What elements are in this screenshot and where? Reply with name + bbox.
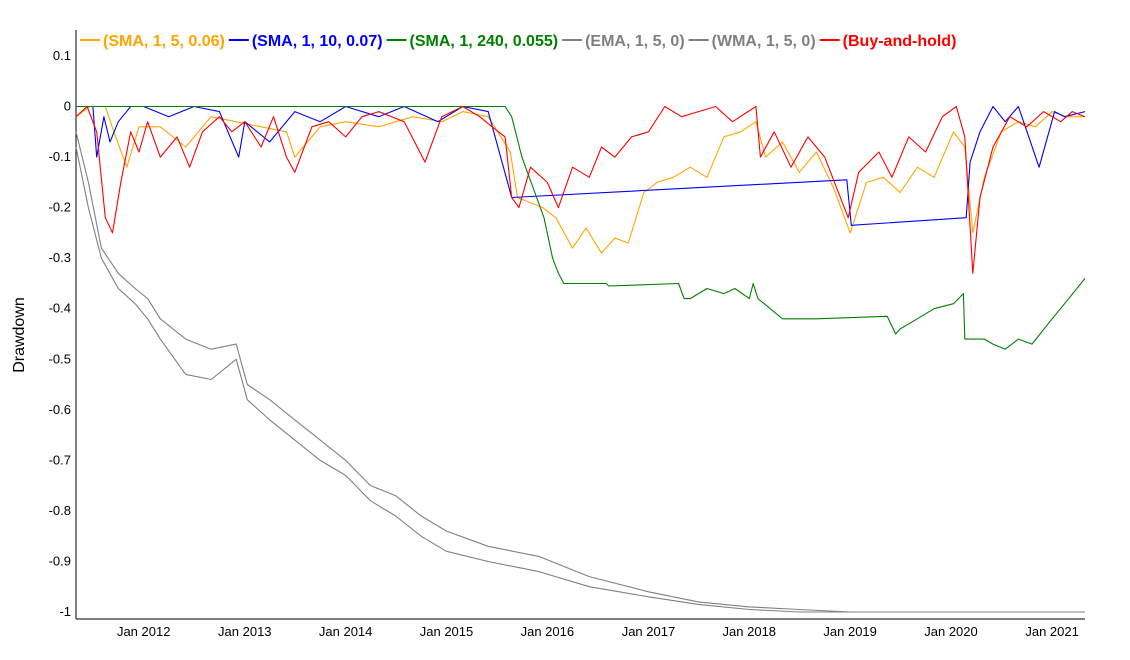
x-tick-label: Jan 2016 — [521, 624, 575, 639]
series-line-5 — [75, 146, 1085, 613]
y-tick-label: -0.3 — [49, 250, 71, 265]
legend-entry-4: (EMA, 1, 5, 0) — [562, 33, 685, 50]
x-tick-label: Jan 2021 — [1025, 624, 1079, 639]
x-tick-label: Jan 2017 — [622, 624, 676, 639]
x-tick-label: Jan 2018 — [723, 624, 777, 639]
x-tick-label: Jan 2014 — [319, 624, 373, 639]
legend-entry-6: (Buy-and-hold) — [819, 33, 957, 50]
series-layer — [75, 105, 1086, 613]
axes: 0.1 0 -0.1 -0.2 -0.3 -0.4 -0.5 -0.6 -0.7 -0.8 -0.9… — [49, 30, 1085, 639]
legend-entry-5: (WMA, 1, 5, 0) — [688, 33, 816, 50]
x-tick-label: Jan 2013 — [218, 624, 272, 639]
x-tick-label: Jan 2019 — [823, 624, 877, 639]
legend-label: (EMA, 1, 5, 0) — [585, 33, 685, 50]
legend: (SMA, 1, 5, 0.06) (SMA, 1, 10, 0.07) (SMA,… — [80, 33, 956, 50]
y-tick-label: -0.4 — [49, 301, 71, 316]
legend-entry-2: (SMA, 1, 10, 0.07) — [228, 33, 383, 50]
y-tick-label: 0 — [64, 99, 71, 114]
y-tick-label: -1 — [59, 604, 71, 619]
y-tick-label: -0.6 — [49, 402, 71, 417]
plot-area — [76, 30, 1085, 619]
x-tick-label: Jan 2015 — [420, 624, 474, 639]
x-tick-label: Jan 2012 — [117, 624, 171, 639]
y-tick-label: -0.7 — [49, 452, 71, 467]
legend-entry-1: (SMA, 1, 5, 0.06) — [80, 33, 225, 50]
legend-label: (WMA, 1, 5, 0) — [712, 33, 816, 50]
series-line-6 — [75, 105, 1086, 274]
legend-label: (SMA, 1, 240, 0.055) — [410, 33, 559, 50]
y-tick-label: -0.1 — [49, 149, 71, 164]
plot-background — [76, 30, 1085, 619]
y-tick-label: -0.5 — [49, 351, 71, 366]
series-line-2 — [76, 105, 1086, 226]
y-tick-label: -0.8 — [49, 503, 71, 518]
series-line-3 — [76, 105, 1086, 350]
legend-label: (SMA, 1, 10, 0.07) — [252, 33, 383, 50]
y-axis-label: Drawdown — [11, 297, 28, 373]
legend-label: (SMA, 1, 5, 0.06) — [103, 33, 225, 50]
legend-entry-3: (SMA, 1, 240, 0.055) — [386, 33, 559, 50]
x-tick-label: Jan 2020 — [924, 624, 978, 639]
y-tick-label: -0.2 — [49, 200, 71, 215]
y-tick-label: -0.9 — [49, 553, 71, 568]
y-tick-label: 0.1 — [53, 48, 71, 63]
legend-label: (Buy-and-hold) — [843, 33, 957, 50]
